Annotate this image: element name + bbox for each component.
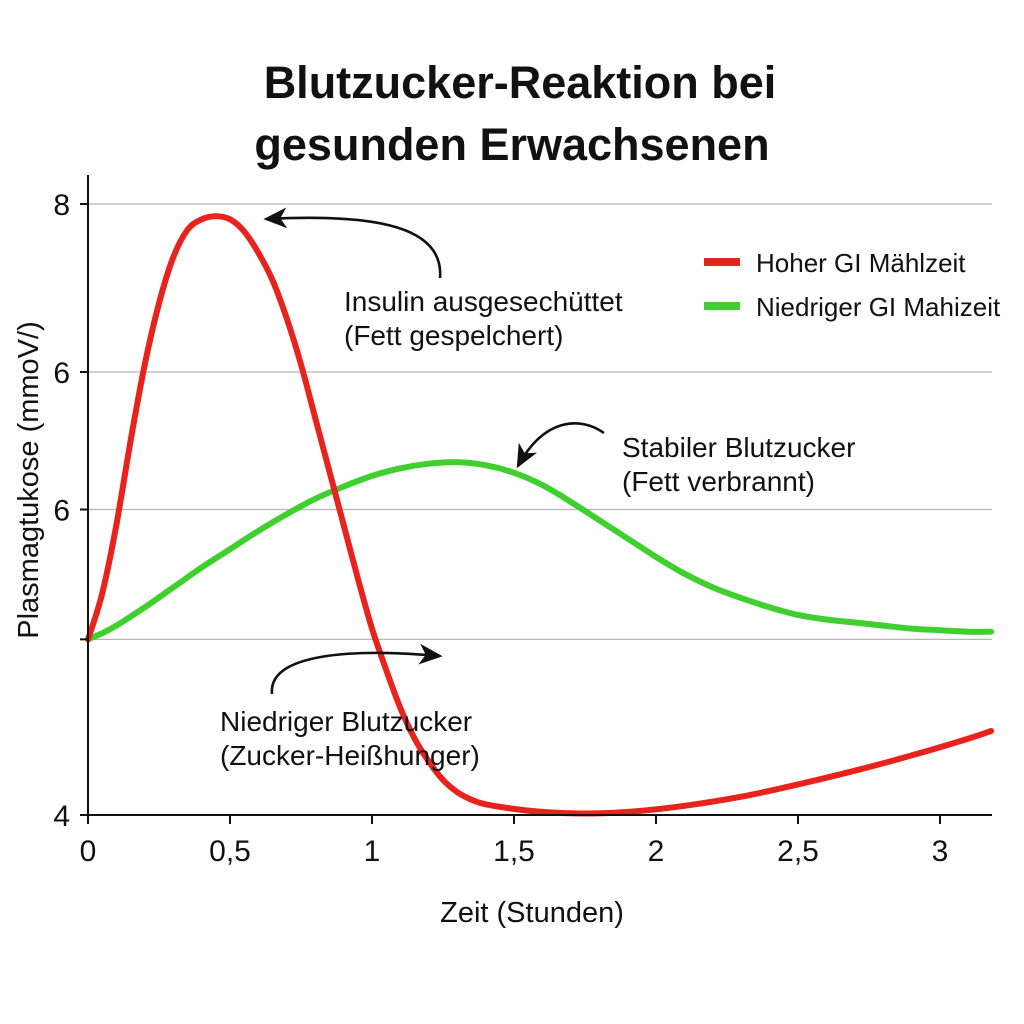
y-tick-label: 6 xyxy=(53,357,70,390)
annotation-stable: Stabiler Blutzucker (Fett verbrannt) xyxy=(516,421,855,497)
chart-title: Blutzucker-Reaktion bei gesunden Erwachs… xyxy=(254,57,776,170)
x-axis-label: Zeit (Stunden) xyxy=(440,897,624,929)
annotation-insulin-line-2: (Fett gespelchert) xyxy=(344,320,563,351)
low-gi-series-line xyxy=(85,459,995,643)
annotation-low-line-2: (Zucker-Heißhunger) xyxy=(220,740,480,771)
annotation-insulin: Insulin ausgesechüttet (Fett gespelchert… xyxy=(263,207,623,351)
annotation-low-arrow xyxy=(270,643,443,695)
annotation-low: Niedriger Blutzucker (Zucker-Heißhunger) xyxy=(220,643,480,771)
grid-lines xyxy=(88,203,992,640)
annotation-stable-arrow xyxy=(516,421,605,469)
annotation-insulin-arrow xyxy=(263,207,442,279)
legend-item-high-gi: Hoher GI Mählzeit xyxy=(704,248,966,278)
x-tick-label: 1 xyxy=(364,835,381,868)
y-tick-label: 8 xyxy=(53,189,70,222)
legend: Hoher GI Mählzeit Niedriger GI Mahizeit xyxy=(704,248,1001,322)
annotation-low-line-1: Niedriger Blutzucker xyxy=(220,706,472,737)
axis-ticks: 8 6 6 40 0,5 1 1,5 2 2,5 3 xyxy=(53,189,948,868)
y-tick-label: 6 xyxy=(53,495,70,528)
chart-title-line-1: Blutzucker-Reaktion bei xyxy=(264,57,777,108)
y-axis-label: Plasmagtukose (mmoV/) xyxy=(13,321,45,639)
x-tick-label: 0,5 xyxy=(209,835,251,868)
x-tick-label: 0 xyxy=(80,835,97,868)
x-tick-label: 3 xyxy=(932,835,949,868)
annotation-stable-line-1: Stabiler Blutzucker xyxy=(622,432,855,463)
x-tick-label: 2 xyxy=(648,835,665,868)
chart-title-line-2: gesunden Erwachsenen xyxy=(254,119,769,170)
axes xyxy=(87,175,992,816)
high-gi-series-line xyxy=(85,213,995,817)
annotation-stable-line-2: (Fett verbrannt) xyxy=(622,466,815,497)
annotation-insulin-line-1: Insulin ausgesechüttet xyxy=(344,286,623,317)
x-tick-label: 1,5 xyxy=(493,835,535,868)
legend-label: Hoher GI Mählzeit xyxy=(756,248,966,278)
legend-label: Niedriger GI Mahizeit xyxy=(756,292,1001,322)
x-tick-label: 2,5 xyxy=(777,835,819,868)
legend-item-low-gi: Niedriger GI Mahizeit xyxy=(704,292,1001,322)
y-tick-label: 4 xyxy=(53,800,70,833)
series-lines xyxy=(85,213,995,817)
